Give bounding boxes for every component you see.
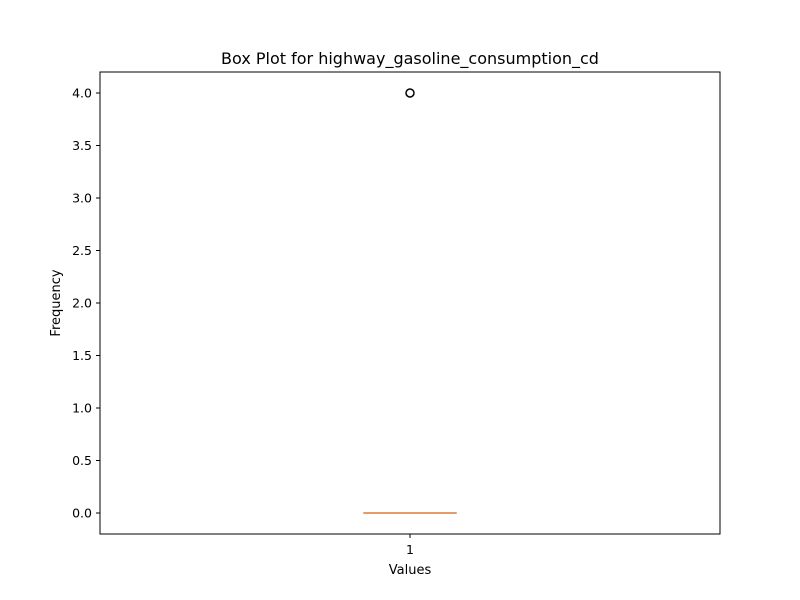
outlier-point bbox=[405, 88, 415, 98]
y-tick-label: 0.0 bbox=[72, 506, 92, 521]
box-group bbox=[363, 88, 457, 514]
y-tick-label: 3.5 bbox=[72, 138, 92, 153]
x-axis-label: Values bbox=[389, 563, 432, 578]
y-tick-label: 1.5 bbox=[72, 348, 92, 363]
chart-title: Box Plot for highway_gasoline_consumptio… bbox=[221, 49, 599, 69]
x-axis: 1 bbox=[406, 534, 414, 557]
plot-area-frame bbox=[99, 71, 721, 535]
y-tick-label: 2.0 bbox=[72, 296, 92, 311]
y-tick-label: 0.5 bbox=[72, 453, 92, 468]
y-axis-label: Frequency bbox=[49, 269, 64, 336]
y-tick-label: 1.0 bbox=[72, 401, 92, 416]
y-tick-label: 4.0 bbox=[72, 86, 92, 101]
y-axis: 0.0 0.5 1.0 1.5 2.0 2.5 3.0 3.5 4.0 bbox=[72, 86, 100, 521]
y-tick-label: 3.0 bbox=[72, 191, 92, 206]
y-tick-label: 2.5 bbox=[72, 243, 92, 258]
x-tick-label: 1 bbox=[406, 542, 414, 557]
